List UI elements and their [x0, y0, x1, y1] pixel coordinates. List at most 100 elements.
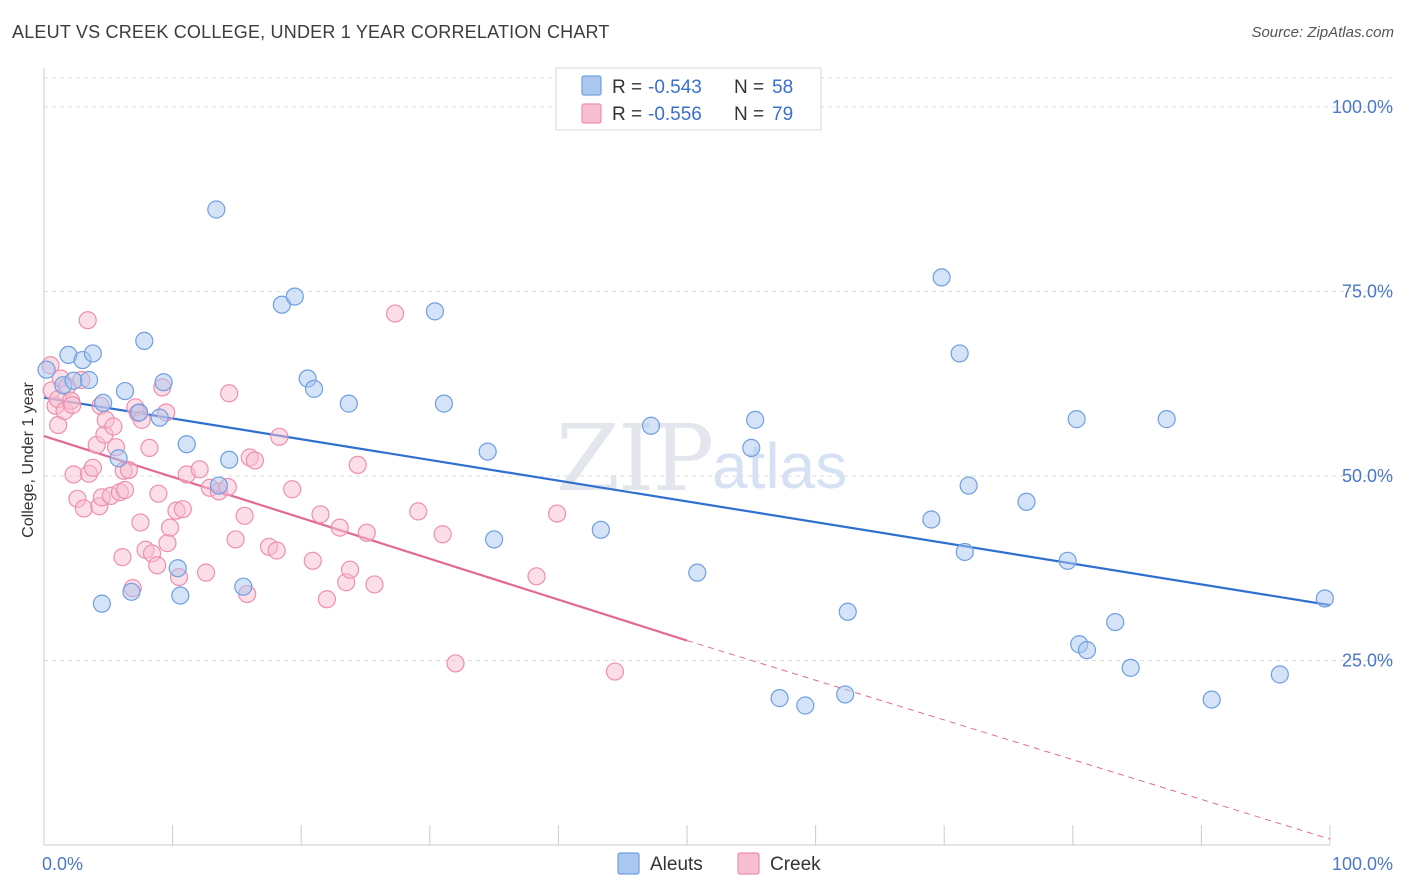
creek-point [303, 551, 322, 570]
aleuts-point [177, 435, 196, 454]
bottom-legend-label-creek: Creek [770, 854, 821, 875]
aleuts-point [168, 559, 187, 578]
aleuts-point [37, 360, 56, 379]
creek-point [357, 523, 376, 542]
legend-n-value-creek: 79 [772, 104, 793, 125]
creek-point [148, 556, 167, 575]
aleuts-point [83, 344, 102, 363]
chart-title: ALEUT VS CREEK COLLEGE, UNDER 1 YEAR COR… [12, 22, 610, 42]
aleuts-point [742, 438, 761, 458]
aleuts-trend-solid [43, 396, 1331, 607]
legend-r-label-aleuts: R = [612, 77, 642, 98]
creek-point [548, 504, 567, 523]
aleuts-point [272, 295, 292, 314]
creek-point [220, 384, 239, 403]
creek-point [83, 458, 102, 477]
creek-point [245, 451, 265, 470]
creek-point [140, 438, 159, 458]
aleuts-point [1017, 492, 1036, 511]
y-tick-label-3: 100.0% [1332, 97, 1393, 117]
creek-points [41, 304, 625, 681]
aleuts-point [234, 577, 253, 596]
creek-point [115, 480, 135, 500]
watermark-atlas: atlas [712, 430, 847, 502]
y-axis-label: College, Under 1 year [20, 382, 37, 538]
y-tick-label-1: 50.0% [1342, 466, 1393, 486]
creek-point [190, 460, 209, 479]
aleuts-point [425, 302, 445, 321]
aleuts-point [130, 403, 149, 422]
aleuts-point [770, 689, 789, 708]
creek-point [348, 455, 367, 474]
creek-point [385, 304, 405, 323]
aleuts-point [932, 268, 951, 287]
aleuts-point [285, 287, 304, 306]
top-legend: R = -0.543 N = 58 R = -0.556 N = 79 [555, 67, 822, 131]
creek-point [446, 654, 465, 673]
legend-n-label-creek: N = [734, 104, 764, 125]
creek-trend-dashed [686, 640, 1331, 840]
aleuts-point [1315, 589, 1334, 608]
aleuts-trend-line [43, 396, 1331, 607]
y-tick-label-2: 75.0% [1342, 281, 1393, 301]
aleuts-point [950, 344, 969, 363]
bottom-legend-swatch-creek [737, 852, 760, 875]
aleuts-point [115, 381, 135, 401]
creek-point [119, 460, 138, 480]
watermark-zip: ZIP [556, 405, 712, 512]
aleuts-point [641, 416, 661, 435]
aleuts-point [955, 542, 974, 562]
aleuts-points [37, 200, 1334, 715]
tick-labels: 25.0% 50.0% 75.0% 100.0% 0.0% 100.0% [42, 97, 1393, 874]
aleuts-point [1202, 690, 1221, 709]
creek-point [160, 518, 180, 537]
aleuts-point [339, 394, 358, 413]
creek-point [78, 311, 97, 330]
aleuts-point [1067, 410, 1086, 429]
aleuts-point [688, 563, 707, 582]
creek-point [196, 563, 216, 582]
creek-point [104, 417, 123, 436]
creek-point [317, 590, 337, 609]
aleuts-point [838, 602, 857, 621]
aleuts-point [1121, 658, 1140, 677]
creek-point [409, 502, 428, 521]
creek-point [63, 395, 82, 415]
aleuts-point [1058, 551, 1077, 570]
aleuts-point [591, 520, 610, 539]
aleuts-point [122, 582, 141, 601]
bottom-legend-label-aleuts: Aleuts [650, 854, 703, 875]
aleuts-point [304, 379, 324, 398]
creek-point [64, 465, 83, 484]
creek-point [113, 548, 132, 567]
bottom-legend: Aleuts Creek [617, 852, 821, 875]
aleuts-point [796, 696, 815, 715]
creek-point [330, 518, 349, 537]
aleuts-point [959, 476, 978, 495]
creek-point [340, 560, 360, 579]
creek-point [131, 513, 150, 532]
y-tick-label-0: 25.0% [1342, 650, 1393, 670]
aleuts-point [209, 476, 228, 495]
creek-point [74, 499, 93, 518]
creek-point [173, 500, 192, 519]
creek-point [311, 505, 330, 524]
aleuts-point [79, 370, 99, 390]
creek-point [605, 662, 625, 681]
legend-swatch-creek [581, 103, 602, 124]
x-tick-label-1: 100.0% [1332, 854, 1393, 874]
aleuts-point [171, 586, 190, 605]
aleuts-point [1077, 641, 1097, 660]
creek-point [527, 567, 546, 586]
legend-r-label-creek: R = [612, 104, 642, 125]
creek-point [433, 525, 452, 544]
aleuts-point [1157, 410, 1176, 429]
aleuts-point [434, 394, 454, 413]
creek-point [235, 506, 254, 525]
aleuts-point [485, 530, 504, 549]
legend-swatch-aleuts [581, 75, 602, 96]
creek-point [158, 534, 177, 553]
chart-source: Source: ZipAtlas.com [1251, 24, 1394, 41]
creek-point [267, 541, 286, 560]
